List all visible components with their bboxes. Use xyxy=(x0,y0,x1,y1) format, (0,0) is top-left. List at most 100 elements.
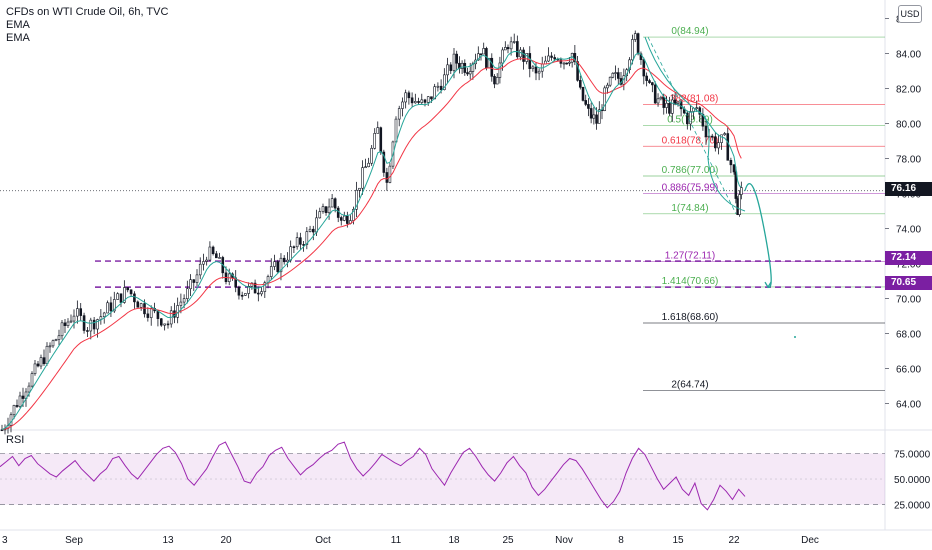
candle xyxy=(651,82,654,86)
candle xyxy=(86,330,89,332)
candle xyxy=(382,151,386,173)
price-axis-tick-label: 64.00 xyxy=(896,400,921,411)
rsi-axis-tick-label: 50.0000 xyxy=(894,475,931,486)
candle xyxy=(159,318,163,326)
fib-trend-line xyxy=(647,36,737,214)
candle xyxy=(531,66,535,69)
candle xyxy=(208,246,212,261)
candle xyxy=(482,48,486,55)
candle xyxy=(96,319,99,330)
candle xyxy=(76,308,79,317)
candle xyxy=(512,41,516,43)
candle xyxy=(503,47,507,51)
candle xyxy=(726,133,730,161)
candle xyxy=(547,55,550,62)
candle xyxy=(388,165,392,183)
candle xyxy=(346,215,349,224)
candle xyxy=(710,135,714,138)
candle xyxy=(119,293,123,303)
currency-button[interactable]: USD xyxy=(898,5,922,23)
candle xyxy=(129,289,133,295)
candle xyxy=(468,71,472,75)
candle xyxy=(269,266,273,277)
candle xyxy=(648,80,651,83)
candle xyxy=(589,108,593,119)
fib-level-label: 0(84.94) xyxy=(671,26,708,37)
candle xyxy=(645,75,648,81)
candle xyxy=(27,385,31,393)
candle xyxy=(420,99,424,103)
candle xyxy=(633,33,637,40)
projection-marker xyxy=(794,336,796,338)
candle xyxy=(668,102,671,114)
candle xyxy=(276,261,280,273)
time-axis-tick-label: Oct xyxy=(315,535,331,546)
candle xyxy=(143,303,146,315)
candle xyxy=(495,77,499,85)
candle xyxy=(205,259,208,262)
candle xyxy=(443,74,446,90)
candle xyxy=(636,33,640,55)
candle xyxy=(48,345,52,348)
candle xyxy=(186,288,189,299)
candle xyxy=(506,47,510,50)
candle xyxy=(501,49,504,64)
ema-fast-line xyxy=(1,50,742,431)
candle xyxy=(202,261,205,265)
price-axis-tick-label: 74.00 xyxy=(896,225,921,236)
candle xyxy=(370,147,373,164)
candle xyxy=(295,237,299,248)
rsi-line xyxy=(0,441,746,511)
candle xyxy=(631,39,634,61)
time-axis-tick-label: 25 xyxy=(502,535,514,546)
projection-path xyxy=(744,183,772,288)
candle xyxy=(568,61,571,64)
candle xyxy=(327,206,331,214)
candle xyxy=(723,133,726,136)
candle xyxy=(244,293,247,296)
fib-level-label: 0.382(81.08) xyxy=(662,94,719,105)
time-axis-tick-label: 22 xyxy=(728,535,740,546)
candle xyxy=(33,363,37,374)
candle xyxy=(732,164,736,173)
candle xyxy=(72,315,76,322)
candle xyxy=(358,187,361,191)
candle xyxy=(553,57,556,60)
candle xyxy=(490,57,494,77)
candle xyxy=(45,345,49,365)
time-axis-tick-label: Dec xyxy=(801,535,819,546)
candle xyxy=(410,97,414,104)
candle xyxy=(355,189,358,210)
candle xyxy=(308,228,312,232)
candle xyxy=(192,279,196,283)
candle xyxy=(455,53,459,64)
candle xyxy=(315,217,318,233)
time-axis-tick-label: 13 xyxy=(162,535,174,546)
fib-level-label: 1.618(68.60) xyxy=(662,312,719,323)
price-axis-tick-label: 78.00 xyxy=(896,155,921,166)
candle xyxy=(720,134,723,143)
candle xyxy=(286,259,289,263)
candle xyxy=(704,125,708,138)
candle xyxy=(509,41,513,50)
candle xyxy=(211,246,215,255)
candle xyxy=(479,53,483,56)
ema-indicator-label-2[interactable]: EMA xyxy=(6,32,30,44)
candle xyxy=(126,287,130,291)
candle xyxy=(112,299,116,312)
candle xyxy=(361,167,364,189)
candle xyxy=(452,53,456,71)
rsi-band-fill xyxy=(0,453,885,505)
candle xyxy=(57,335,61,340)
candle xyxy=(336,207,340,218)
candle xyxy=(606,84,609,89)
candle xyxy=(318,211,322,219)
candle xyxy=(460,62,464,69)
rsi-pane-label: RSI xyxy=(6,434,25,446)
candle xyxy=(136,301,140,308)
candle xyxy=(734,171,738,199)
ema-indicator-label-1[interactable]: EMA xyxy=(6,19,30,31)
price-axis-tick-label: 80.00 xyxy=(896,120,921,131)
candle xyxy=(333,198,337,209)
